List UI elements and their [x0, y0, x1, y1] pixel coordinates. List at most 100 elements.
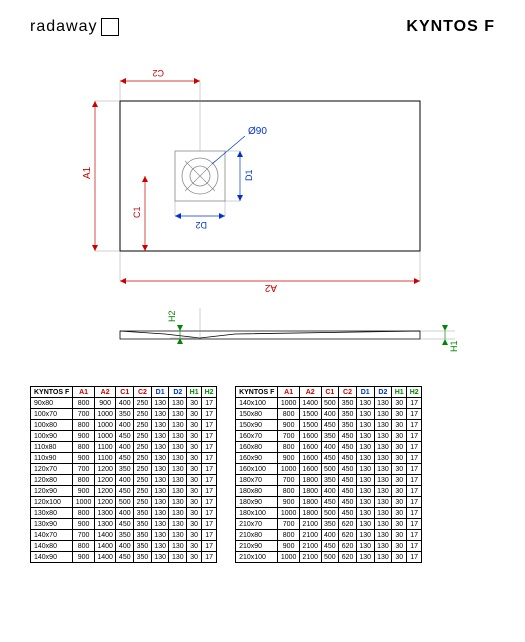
- cell-size: 100x90: [31, 431, 73, 442]
- cell-value: 130: [374, 420, 392, 431]
- cell-value: 130: [374, 409, 392, 420]
- col-header-d2: D2: [169, 387, 187, 398]
- dim-h1: H1: [449, 340, 459, 352]
- cell-value: 500: [116, 497, 134, 508]
- cell-value: 17: [407, 475, 422, 486]
- logo: radaway: [30, 18, 119, 36]
- cell-value: 130: [374, 475, 392, 486]
- cell-value: 17: [407, 420, 422, 431]
- cell-value: 900: [73, 453, 95, 464]
- cell-value: 450: [339, 464, 357, 475]
- cell-value: 350: [339, 420, 357, 431]
- cell-size: 210x90: [236, 541, 278, 552]
- cell-value: 130: [169, 420, 187, 431]
- table-row: 90x808009004002501301303017: [31, 398, 217, 409]
- cell-value: 30: [392, 552, 407, 563]
- cell-value: 130: [356, 409, 374, 420]
- cell-value: 30: [392, 519, 407, 530]
- cell-size: 210x70: [236, 519, 278, 530]
- cell-value: 400: [321, 486, 339, 497]
- cell-value: 1600: [299, 442, 321, 453]
- cell-size: 120x100: [31, 497, 73, 508]
- cell-value: 400: [116, 541, 134, 552]
- cell-value: 900: [73, 486, 95, 497]
- cell-value: 800: [278, 442, 300, 453]
- cell-value: 130: [374, 486, 392, 497]
- cell-value: 1200: [94, 497, 116, 508]
- cell-size: 160x80: [236, 442, 278, 453]
- cell-value: 30: [392, 475, 407, 486]
- cell-size: 140x80: [31, 541, 73, 552]
- cell-value: 130: [356, 464, 374, 475]
- cell-value: 17: [407, 541, 422, 552]
- col-header-a1: A1: [278, 387, 300, 398]
- cell-value: 900: [94, 398, 116, 409]
- cell-value: 17: [202, 519, 217, 530]
- cell-value: 30: [392, 486, 407, 497]
- cell-value: 130: [356, 475, 374, 486]
- cell-value: 1200: [94, 464, 116, 475]
- cell-value: 30: [392, 530, 407, 541]
- cell-value: 450: [116, 486, 134, 497]
- cell-value: 1000: [278, 464, 300, 475]
- cell-value: 500: [321, 464, 339, 475]
- cell-size: 160x90: [236, 453, 278, 464]
- cell-value: 400: [116, 420, 134, 431]
- cell-value: 17: [407, 530, 422, 541]
- col-header-model: KYNTOS F: [236, 387, 278, 398]
- cell-value: 1400: [94, 552, 116, 563]
- cell-value: 800: [73, 442, 95, 453]
- cell-value: 350: [134, 552, 152, 563]
- table-row: 100x7070010003502501301303017: [31, 409, 217, 420]
- cell-value: 130: [356, 508, 374, 519]
- cell-size: 90x80: [31, 398, 73, 409]
- col-header-h2: H2: [407, 387, 422, 398]
- table-row: 120x9090012004502501301303017: [31, 486, 217, 497]
- cell-value: 1600: [299, 453, 321, 464]
- dim-a2: A2: [264, 282, 277, 293]
- cell-value: 800: [73, 420, 95, 431]
- cell-value: 450: [339, 431, 357, 442]
- cell-value: 350: [339, 409, 357, 420]
- cell-value: 450: [116, 552, 134, 563]
- cell-value: 130: [356, 519, 374, 530]
- cell-value: 350: [134, 508, 152, 519]
- col-header-a2: A2: [94, 387, 116, 398]
- cell-value: 17: [407, 453, 422, 464]
- cell-value: 17: [202, 431, 217, 442]
- cell-value: 30: [392, 508, 407, 519]
- cell-value: 130: [151, 453, 169, 464]
- cell-value: 17: [407, 508, 422, 519]
- table-row: 140x100100014005003501301303017: [236, 398, 422, 409]
- table-row: 130x9090013004503501301303017: [31, 519, 217, 530]
- cell-value: 30: [187, 530, 202, 541]
- cell-value: 130: [356, 442, 374, 453]
- table-row: 100x9090010004502501301303017: [31, 431, 217, 442]
- cell-value: 1600: [299, 431, 321, 442]
- cell-value: 700: [278, 431, 300, 442]
- cell-value: 400: [116, 475, 134, 486]
- cell-value: 2100: [299, 519, 321, 530]
- cell-value: 130: [151, 541, 169, 552]
- cell-value: 30: [187, 541, 202, 552]
- cell-value: 350: [116, 530, 134, 541]
- cell-value: 350: [116, 409, 134, 420]
- cell-size: 100x70: [31, 409, 73, 420]
- cell-value: 130: [169, 541, 187, 552]
- cell-value: 17: [407, 497, 422, 508]
- table-row: 120x100100012005002501301303017: [31, 497, 217, 508]
- table-left: KYNTOS FA1A2C1C2D1D2H1H290x8080090040025…: [30, 386, 217, 563]
- cell-size: 130x80: [31, 508, 73, 519]
- table-row: 110x9090011004502501301303017: [31, 453, 217, 464]
- cell-value: 450: [339, 453, 357, 464]
- cell-value: 1800: [299, 475, 321, 486]
- cell-value: 800: [278, 486, 300, 497]
- cell-value: 17: [202, 442, 217, 453]
- cell-size: 160x70: [236, 431, 278, 442]
- cell-value: 350: [339, 398, 357, 409]
- cell-value: 17: [407, 409, 422, 420]
- cell-value: 1500: [299, 420, 321, 431]
- table-row: 160x100100016005004501301303017: [236, 464, 422, 475]
- cell-value: 17: [202, 530, 217, 541]
- cell-size: 150x80: [236, 409, 278, 420]
